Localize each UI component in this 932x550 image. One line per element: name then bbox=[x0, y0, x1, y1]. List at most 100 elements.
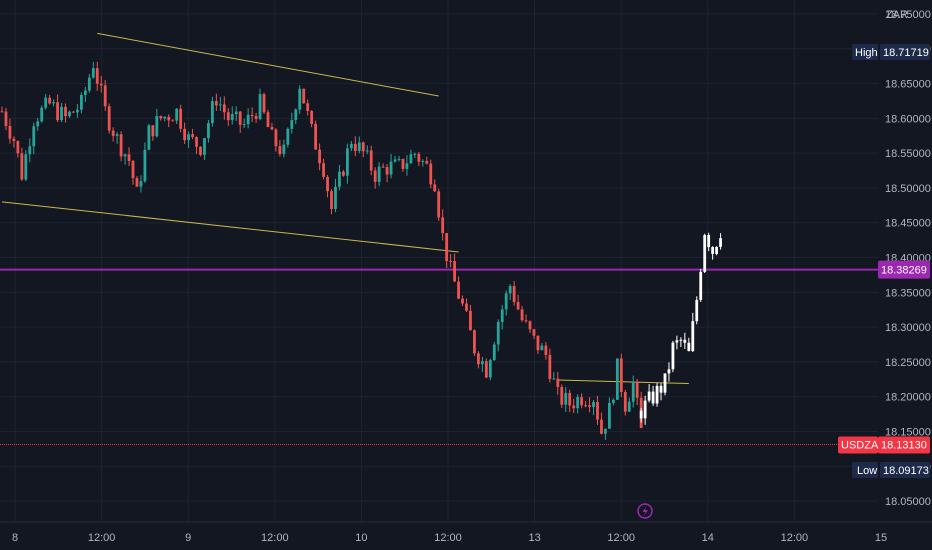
current-price-value: 18.13130 bbox=[881, 440, 927, 452]
candle bbox=[72, 110, 75, 113]
candle bbox=[195, 136, 198, 155]
candle bbox=[433, 179, 437, 193]
time-tick-label: 13 bbox=[528, 532, 540, 544]
candle bbox=[596, 395, 599, 425]
candle bbox=[119, 131, 123, 162]
candle bbox=[155, 109, 159, 138]
candle bbox=[409, 149, 413, 164]
projection-candle bbox=[699, 268, 703, 303]
candle bbox=[8, 118, 12, 144]
candle bbox=[147, 123, 151, 151]
projection-candle bbox=[711, 246, 715, 260]
candle bbox=[445, 233, 449, 269]
candle bbox=[36, 117, 40, 131]
candle bbox=[330, 189, 333, 215]
candle bbox=[52, 99, 56, 107]
candle bbox=[187, 131, 190, 148]
time-tick-label: 12:00 bbox=[88, 532, 116, 544]
projection-candle bbox=[639, 407, 643, 423]
candle bbox=[334, 178, 337, 213]
candle bbox=[365, 145, 369, 155]
projection-candle bbox=[719, 233, 722, 250]
projection-candle bbox=[651, 385, 655, 406]
candle bbox=[135, 175, 139, 187]
candle bbox=[560, 384, 564, 408]
trendline[interactable] bbox=[557, 379, 689, 384]
projection-candle bbox=[655, 383, 659, 407]
symbol-label: USDZAR bbox=[841, 440, 886, 452]
candle bbox=[278, 139, 282, 157]
candle bbox=[469, 304, 472, 331]
candle bbox=[234, 106, 238, 121]
projection-candle bbox=[675, 335, 679, 350]
candle bbox=[60, 102, 63, 123]
time-tick-label: 15 bbox=[875, 532, 887, 544]
candle bbox=[361, 141, 365, 158]
trendline[interactable] bbox=[97, 32, 439, 97]
time-tick-label: 8 bbox=[12, 532, 18, 544]
time-tick-label: 12:00 bbox=[607, 532, 635, 544]
candle bbox=[222, 96, 226, 120]
candle bbox=[461, 295, 464, 307]
candle bbox=[203, 137, 206, 160]
projection-candle bbox=[687, 337, 691, 352]
candle bbox=[465, 298, 468, 312]
candle bbox=[199, 146, 202, 157]
candle bbox=[353, 136, 357, 157]
candle bbox=[615, 358, 619, 401]
lightning-icon[interactable] bbox=[637, 503, 653, 519]
candle bbox=[504, 290, 508, 316]
candle bbox=[159, 115, 163, 121]
candle bbox=[584, 400, 587, 408]
level-value: 18.38269 bbox=[881, 265, 927, 277]
candle bbox=[298, 85, 302, 114]
candle bbox=[449, 253, 453, 268]
candle bbox=[310, 110, 314, 128]
candle bbox=[508, 283, 512, 300]
candle bbox=[254, 112, 258, 123]
candle bbox=[512, 280, 516, 306]
high-value: 18.71719 bbox=[883, 47, 929, 59]
candle bbox=[488, 358, 492, 381]
candle bbox=[608, 397, 611, 429]
projection-candle bbox=[671, 340, 675, 373]
candle bbox=[635, 378, 639, 406]
candle bbox=[405, 155, 409, 176]
time-axis[interactable]: 8 12:00 9 12:00 10 12:00 13 12:00 14 12:00 15 bbox=[0, 521, 932, 544]
time-tick-label: 12:00 bbox=[261, 532, 289, 544]
low-badge: Low 18.09173 bbox=[852, 462, 930, 478]
symbol-badge: USDZAR 18.13130 bbox=[838, 436, 930, 454]
candle bbox=[385, 163, 389, 183]
candle bbox=[580, 393, 584, 409]
price-tick-label: 18.35000 bbox=[885, 287, 931, 299]
candle bbox=[163, 116, 167, 122]
currency-label: ZAR bbox=[886, 9, 908, 21]
candle bbox=[151, 125, 155, 141]
candle bbox=[552, 372, 556, 380]
candle bbox=[627, 397, 631, 412]
candle bbox=[83, 86, 87, 102]
time-tick-label: 9 bbox=[185, 532, 191, 544]
projection-candle bbox=[703, 233, 707, 274]
candle bbox=[139, 175, 143, 193]
candle bbox=[500, 305, 504, 330]
price-tick-label: 18.60000 bbox=[885, 113, 931, 125]
candle bbox=[425, 156, 429, 165]
candle bbox=[266, 109, 270, 128]
candle bbox=[345, 143, 349, 184]
projection-candle bbox=[707, 232, 711, 252]
candle bbox=[441, 209, 445, 241]
trendlines[interactable] bbox=[1, 32, 689, 384]
candle bbox=[588, 397, 591, 413]
candle bbox=[211, 96, 214, 127]
candle bbox=[238, 110, 242, 133]
trendline[interactable] bbox=[1, 201, 459, 253]
candle bbox=[87, 73, 91, 93]
price-tick-label: 18.25000 bbox=[885, 357, 931, 369]
projection-path bbox=[639, 232, 722, 425]
candle bbox=[492, 341, 496, 361]
candle bbox=[576, 394, 580, 414]
candle bbox=[322, 158, 325, 180]
low-value: 18.09173 bbox=[883, 465, 929, 477]
